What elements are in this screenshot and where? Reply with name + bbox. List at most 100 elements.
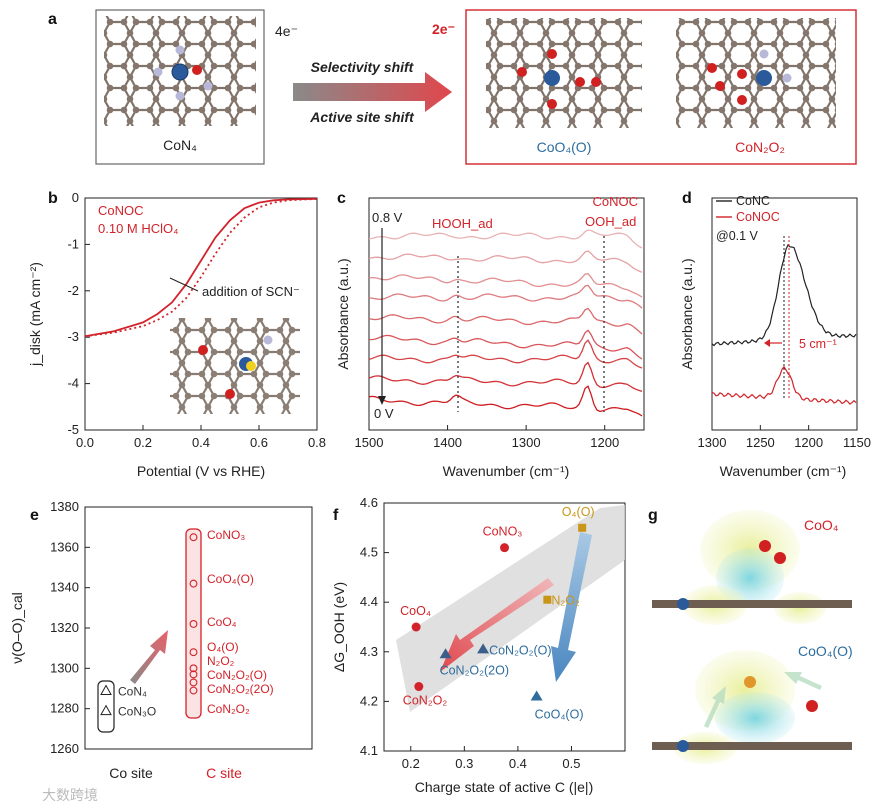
panel-f-point <box>477 643 490 654</box>
c-site-point-label: CoNO₃ <box>207 528 245 542</box>
y-tick-label: 1260 <box>50 741 79 756</box>
panel-d-ylabel: Absorbance (a.u.) <box>679 258 695 369</box>
panel-c-oohad: OOH_ad <box>585 214 636 229</box>
panel-d-xlabel: Wavenumber (cm⁻¹) <box>720 463 847 479</box>
panel-g-label-coo4: CoO₄ <box>804 517 839 533</box>
o-atom <box>774 552 786 564</box>
panel-e-ticks: 1260 1280 1300 1320 1340 1360 1380 <box>50 499 90 756</box>
panel-c-ticks: 1500 1400 1300 1200 <box>355 425 619 450</box>
n-atom <box>263 335 273 345</box>
potential-arrow-head <box>378 396 386 405</box>
n-atom <box>759 49 769 59</box>
n-atom <box>782 73 792 83</box>
panel-c-top-potential: 0.8 V <box>372 210 403 225</box>
y-tick-label: 1360 <box>50 539 79 554</box>
y-tick-label: -3 <box>67 329 79 344</box>
o-atom <box>744 676 756 688</box>
o-atom <box>591 77 601 87</box>
panel-c-bottom-potential: 0 V <box>374 406 394 421</box>
panel-label-e: e <box>30 507 39 524</box>
panel-c-title: CoNOC <box>592 194 638 209</box>
y-tick-label: 4.2 <box>360 693 378 708</box>
c-site-group <box>185 528 202 719</box>
panel-f-point <box>500 543 509 553</box>
c-site-point-label: CoO₄(O) <box>207 572 254 586</box>
co-atom <box>171 63 189 81</box>
x-tick-label: 1200 <box>794 435 823 450</box>
x-tick-label: 1200 <box>590 435 619 450</box>
co-atom <box>677 740 689 752</box>
c-site-point <box>189 620 198 628</box>
panel-f-point-label: O₄(O) <box>562 505 595 519</box>
legend-conoc: CoNOC <box>736 210 780 224</box>
x-tick-label: 1400 <box>433 435 462 450</box>
panel-label-b: b <box>48 190 58 207</box>
panel-c-spectrum <box>368 250 643 273</box>
x-tick-label: 0.5 <box>562 756 580 771</box>
c-site-point-label: CoN₂O₂ <box>207 702 250 716</box>
co-site-point <box>100 704 112 716</box>
panel-f-point <box>543 595 552 604</box>
x-tick-label: 0.4 <box>509 756 527 771</box>
legend-conc: CoNC <box>736 194 770 208</box>
charge-density-cyan <box>715 692 795 744</box>
y-tick-label: 4.5 <box>360 545 378 560</box>
panel-g-arrow <box>784 672 822 690</box>
panel-e-xcat-co: Co site <box>109 765 153 781</box>
y-tick-label: 4.4 <box>360 594 378 609</box>
panel-label-d: d <box>682 190 692 207</box>
coo4o-label: CoO₄(O) <box>537 139 592 155</box>
n-atom <box>175 91 185 101</box>
panel-b-line-conoc <box>84 198 318 338</box>
arrow-top-label: Selectivity shift <box>311 59 415 75</box>
panel-b-annotation: addition of SCN⁻ <box>202 284 300 299</box>
con4-label: CoN₄ <box>163 137 197 153</box>
y-tick-label: 1380 <box>50 499 79 514</box>
panel-c-ylabel: Absorbance (a.u.) <box>335 258 351 369</box>
c-site-point <box>189 579 198 588</box>
o-atom <box>225 389 235 399</box>
c-site-point-label: CoO₄ <box>207 615 237 629</box>
panel-c-spectrum <box>368 385 643 417</box>
o-atom <box>517 67 527 77</box>
panel-label-f: f <box>333 507 339 524</box>
o-atom <box>715 81 725 91</box>
panel-d-ticks: 1300 1250 1200 1150 <box>698 425 871 450</box>
panel-label-g: g <box>648 507 658 524</box>
co-site-point-label: CoN₄ <box>118 685 147 699</box>
panel-f-point <box>578 523 587 532</box>
watermark: 大数跨境 <box>42 787 98 803</box>
o-atom <box>575 77 585 87</box>
y-tick-label: -5 <box>67 422 79 437</box>
o-atom <box>198 345 208 355</box>
panel-f-points: CoNO₃ CoO₄ CoN₂O₂ O₄(O) N₂O₂ CoN₂O₂(2O) CoN₂O₂… <box>400 505 594 722</box>
co-atom <box>756 70 772 86</box>
panel-f-point-label: CoNO₃ <box>483 525 523 539</box>
panel-f-point-label: CoN₂O₂(O) <box>489 643 551 657</box>
panel-f-point <box>414 682 424 692</box>
panel-f-red-arrow <box>440 578 554 672</box>
panel-e-ylabel: ν(O–O)_cal <box>9 592 25 664</box>
c-site-point <box>189 670 198 679</box>
panel-f-point <box>530 690 543 701</box>
y-tick-label: -2 <box>67 283 79 298</box>
panel-b-xlabel: Potential (V vs RHE) <box>137 463 265 479</box>
panel-f-frame <box>383 502 626 752</box>
panel-e-points: CoN₄CoN₃OCoNO₃CoO₄(O)CoO₄O₄(O)N₂O₂CoN₂O₂… <box>100 528 274 719</box>
x-tick-label: 0.3 <box>455 756 473 771</box>
panel-c-spectra <box>368 229 643 417</box>
panel-b-ticks: 0.0 0.2 0.4 0.6 0.8 0 -1 -2 -3 -4 -5 <box>67 190 326 450</box>
o-atom <box>737 95 747 105</box>
graphene-layer-bottom <box>652 742 852 750</box>
panel-d-frame <box>711 197 858 431</box>
panel-f-point-label: N₂O₂ <box>551 594 580 608</box>
c-site-point-label: CoN₂O₂(O) <box>207 668 267 682</box>
two-electron-label: 2e⁻ <box>432 21 455 37</box>
c-site-point-label: N₂O₂ <box>207 654 235 668</box>
x-tick-label: 0.4 <box>192 435 210 450</box>
x-tick-label: 0.2 <box>134 435 152 450</box>
c-site-point <box>189 686 198 695</box>
y-tick-label: 4.3 <box>360 644 378 659</box>
y-tick-label: -1 <box>67 236 79 251</box>
panel-f-ticks: 0.2 0.3 0.4 0.5 4.1 4.2 4.3 4.4 4.5 4.6 <box>360 495 581 771</box>
